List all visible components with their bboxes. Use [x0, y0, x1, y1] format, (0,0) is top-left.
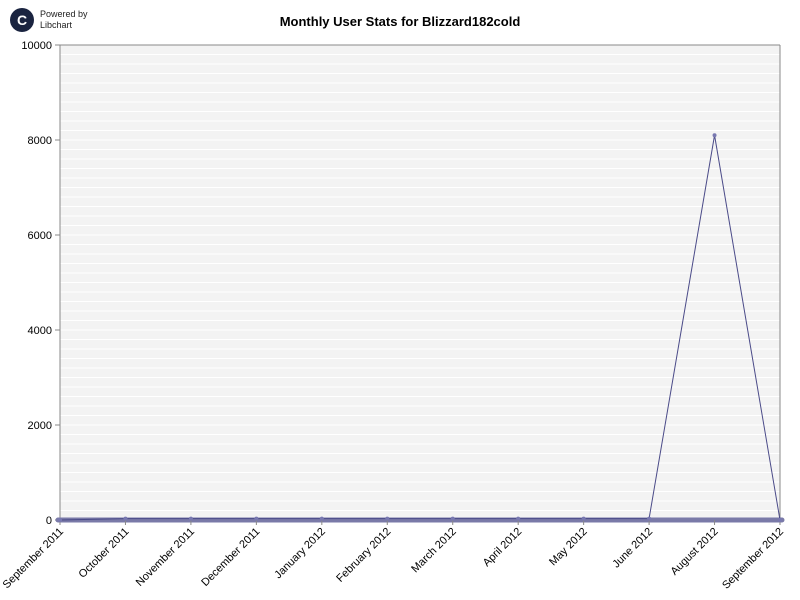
y-tick-label: 4000	[28, 325, 52, 337]
y-tick-label: 8000	[28, 135, 52, 147]
x-tick-label: January 2012	[272, 526, 328, 582]
x-tick-label: March 2012	[409, 526, 459, 576]
x-tick-label: April 2012	[481, 526, 525, 570]
y-tick-label: 10000	[21, 40, 52, 52]
line-chart: 0 2000 4000 6000 8000 10000 September 2011Octo…	[0, 0, 800, 600]
x-tick-label: November 2011	[134, 526, 197, 589]
x-tick-label: June 2012	[610, 526, 655, 571]
y-tick-label: 0	[46, 515, 52, 527]
x-tick-label: September 2011	[1, 526, 66, 591]
x-tick-label: October 2011	[77, 526, 132, 581]
x-tick-label: December 2011	[199, 526, 262, 589]
x-tick-label: May 2012	[547, 526, 590, 569]
y-tick-label: 2000	[28, 420, 52, 432]
x-tick-label: August 2012	[668, 526, 720, 578]
x-tick-label: February 2012	[334, 526, 393, 585]
x-tick-label: September 2012	[720, 526, 786, 592]
y-tick-label: 6000	[28, 230, 52, 242]
